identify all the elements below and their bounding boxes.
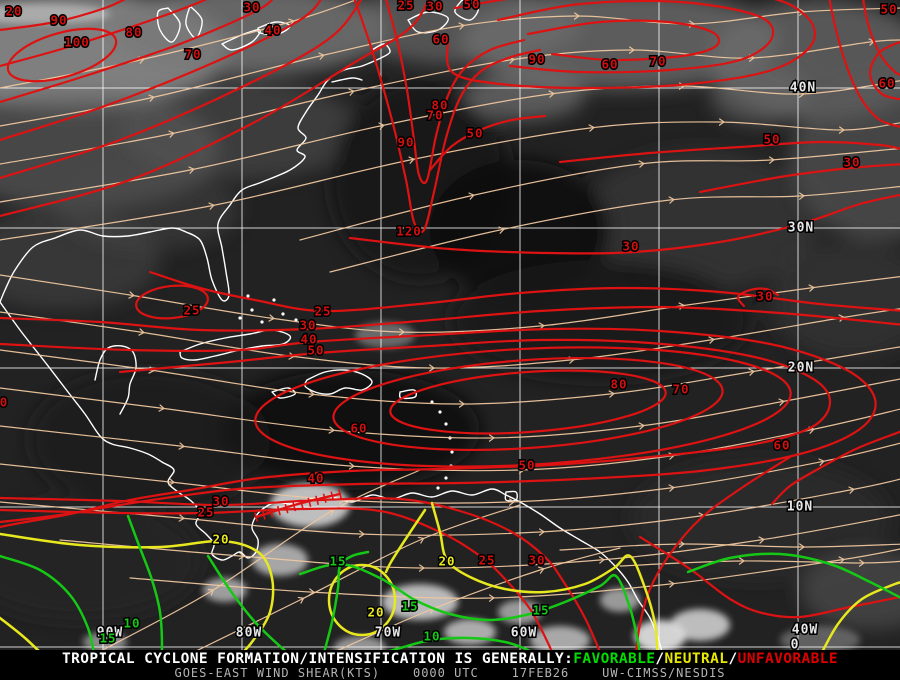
shear-contour-label: 15: [401, 599, 418, 614]
shear-contour-label: 50: [763, 132, 780, 147]
streamline-layer: [0, 0, 900, 650]
legend-segment-unfavorable: UNFAVORABLE: [737, 650, 839, 667]
shear-contour-label: 30: [243, 0, 260, 15]
shear-contour-label: 15: [532, 603, 549, 618]
shear-contour-label: 25: [183, 303, 200, 318]
legend-segment-neutral: NEUTRAL: [664, 650, 729, 667]
shear-contour-label: 30: [212, 494, 229, 509]
shear-contour-label: 30: [528, 553, 545, 568]
grid-label-lon: 70W: [375, 626, 401, 641]
shear-contour-label: 90: [397, 135, 414, 150]
shear-contour-label: 60: [432, 32, 449, 47]
shear-contour-label: 50: [466, 126, 483, 141]
shear-contour-label: 60: [601, 57, 618, 72]
shear-contour-label: 70: [649, 54, 666, 69]
shear-contour-label: 90: [50, 13, 67, 28]
shear-contour-label: 70: [426, 108, 443, 123]
shear-contour-label: 50: [880, 2, 897, 17]
shear-contour-label: 20: [5, 4, 22, 19]
shear-contour-label: 30: [426, 0, 443, 14]
legend-segment-sep1: /: [655, 650, 665, 667]
shear-contour-label: 70: [672, 382, 689, 397]
grid-label-lon: 40W: [792, 623, 818, 638]
shear-contour-label: 10: [123, 616, 140, 631]
shear-contour-label: 25: [197, 505, 214, 520]
shear-contour-label: 100: [64, 35, 90, 50]
legend-segment-sep2: /: [728, 650, 738, 667]
shear-contour-label: 50: [307, 343, 324, 358]
grid-label-lon: 90W: [97, 626, 123, 641]
shear-contour-label: 25: [314, 304, 331, 319]
grid-label-lat: 0: [791, 638, 800, 651]
shear-contour-label: 0: [0, 395, 8, 410]
legend-segment-headline: TROPICAL CYCLONE FORMATION/INTENSIFICATI…: [61, 650, 574, 667]
shear-contour-label: 40: [300, 332, 317, 347]
shear-contour-label: 70: [184, 47, 201, 62]
grid-label-lon: 60W: [511, 626, 537, 641]
shear-contour-label: 30: [843, 155, 860, 170]
credit-line: GOES-EAST WIND SHEAR(KTS) 0000 UTC 17FEB…: [174, 665, 726, 680]
grid-label-lon: 80W: [236, 626, 262, 641]
shear-contour-label: 60: [773, 438, 790, 453]
shear-contour-label: 50: [463, 0, 480, 12]
legend-segment-favorable: FAVORABLE: [573, 650, 656, 667]
shear-contour-label: 30: [622, 239, 639, 254]
shear-contour-label: 10: [423, 629, 440, 644]
shear-contour-layer: [0, 0, 900, 650]
shear-contour-label: 30: [299, 318, 316, 333]
grid-label-lat: 20N: [788, 361, 814, 376]
shear-contour-label: 20: [367, 605, 384, 620]
status-bar: TROPICAL CYCLONE FORMATION/INTENSIFICATI…: [0, 650, 900, 680]
shear-contour-label: 15: [329, 554, 346, 569]
shear-contour-label: 25: [397, 0, 414, 13]
formation-legend: TROPICAL CYCLONE FORMATION/INTENSIFICATI…: [62, 651, 838, 667]
shear-contour-label: 50: [518, 458, 535, 473]
shear-contour-label: 20: [212, 532, 229, 547]
shear-contour-label: 25: [478, 553, 495, 568]
shear-contour-label: 80: [125, 25, 142, 40]
shear-contour-label: 30: [756, 289, 773, 304]
shear-contour-label: 40: [307, 471, 324, 486]
shear-contour-label: 90: [528, 52, 545, 67]
grid-label-lat: 40N: [790, 81, 816, 96]
shear-contour-label: 80: [610, 377, 627, 392]
grid-label-lat: 30N: [788, 221, 814, 236]
shear-contour-label: 120: [396, 224, 422, 239]
shear-contour-label: 15: [99, 631, 116, 646]
shear-contour-label: 20: [438, 554, 455, 569]
shear-contour-label: 60: [878, 76, 895, 91]
grid-label-lat: 10N: [787, 500, 813, 515]
shear-contour-label: 60: [350, 421, 367, 436]
shear-contour-label: 40: [264, 23, 281, 38]
shear-contour-label: 80: [431, 98, 448, 113]
